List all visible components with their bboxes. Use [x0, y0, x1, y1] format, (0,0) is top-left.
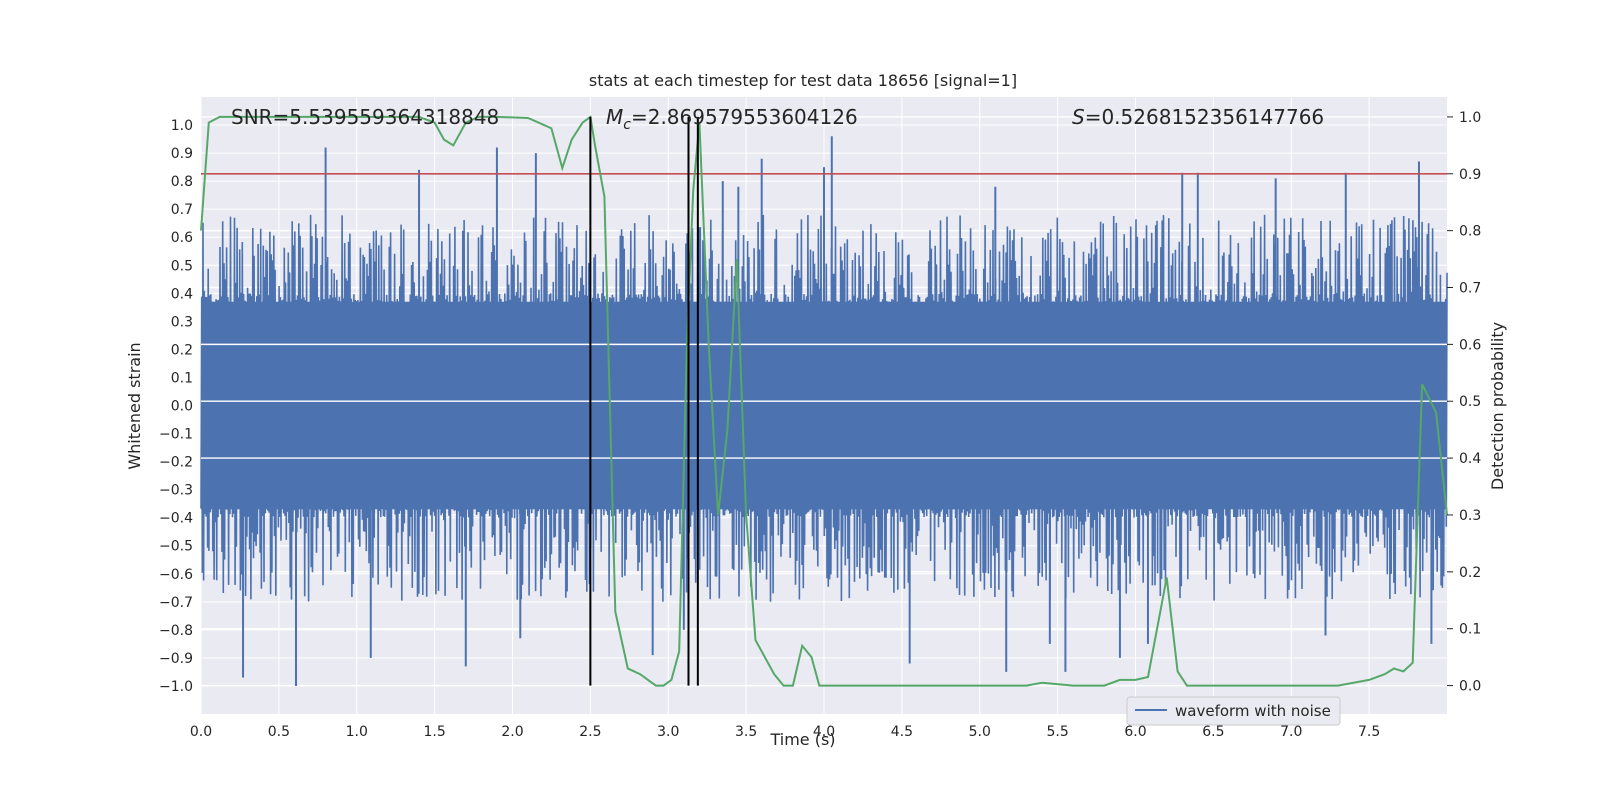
x-tick-label: 0.5	[268, 724, 290, 740]
right-tick-label: 0.0	[1459, 679, 1481, 695]
left-tick-label: 0.5	[171, 258, 193, 274]
left-axis-label: Whitened strain	[125, 342, 144, 469]
x-tick-label: 3.5	[735, 724, 757, 740]
right-tick-label: 0.3	[1459, 508, 1481, 524]
right-tick-label: 0.9	[1459, 167, 1481, 183]
waveform-series	[200, 136, 1448, 686]
x-tick-label: 5.5	[1046, 724, 1068, 740]
left-tick-label: 0.2	[171, 342, 193, 358]
mc-symbol: M	[606, 105, 623, 129]
right-tick-label: 0.7	[1459, 281, 1481, 297]
right-axis-ticks: 1.0 0.9 0.8 0.7 0.6 0.5 0.4 0.3 0.2 0.1 0.0	[1447, 110, 1481, 695]
right-tick-label: 0.4	[1459, 451, 1481, 467]
right-tick-label: 0.5	[1459, 394, 1481, 410]
right-tick-label: 0.1	[1459, 622, 1481, 638]
left-tick-label: 0.4	[171, 286, 193, 302]
mc-value: =2.869579553604126	[631, 105, 858, 129]
left-tick-label: −0.1	[159, 427, 193, 443]
probability-line	[200, 115, 1448, 687]
right-tick-label: 0.2	[1459, 565, 1481, 581]
x-tick-label: 0.0	[190, 724, 212, 740]
x-tick-label: 2.5	[579, 724, 601, 740]
x-tick-label: 3.0	[657, 724, 679, 740]
left-tick-label: 0.9	[171, 146, 193, 162]
probability-series	[200, 115, 1448, 687]
s-value: =0.5268152356147766	[1085, 105, 1324, 129]
mc-subscript: c	[623, 117, 631, 133]
left-axis-ticks: 1.0 0.9 0.8 0.7 0.6 0.5 0.4 0.3 0.2 0.1 0.0 −0.1 −0.…	[159, 118, 193, 695]
x-tick-label: 1.0	[346, 724, 368, 740]
left-tick-label: 0.6	[171, 230, 193, 246]
s-symbol: S	[1072, 105, 1085, 129]
mc-annotation: Mc=2.869579553604126	[606, 105, 858, 133]
left-tick-label: 0.8	[171, 174, 193, 190]
left-tick-label: 1.0	[171, 118, 193, 134]
x-tick-label: 5.0	[969, 724, 991, 740]
left-tick-label: −0.7	[159, 595, 193, 611]
left-tick-label: 0.0	[171, 399, 193, 415]
left-tick-label: −0.6	[159, 567, 193, 583]
left-tick-label: −0.9	[159, 651, 193, 667]
x-tick-label: 4.5	[891, 724, 913, 740]
x-tick-label: 7.0	[1280, 724, 1302, 740]
x-tick-label: 6.0	[1124, 724, 1146, 740]
x-tick-label: 4.0	[813, 724, 835, 740]
left-tick-label: −0.5	[159, 539, 193, 555]
legend-label: waveform with noise	[1175, 702, 1331, 720]
left-tick-label: −0.3	[159, 483, 193, 499]
snr-annotation: SNR=5.539559364318848	[231, 105, 499, 129]
left-tick-label: −0.8	[159, 623, 193, 639]
left-tick-label: −0.4	[159, 511, 193, 527]
right-tick-label: 0.8	[1459, 224, 1481, 240]
left-tick-label: −1.0	[159, 679, 193, 695]
x-axis-ticks: 0.0 0.5 1.0 1.5 2.0 2.5 3.0 3.5 4.0 4.5 5.0 5.5 6.0 6…	[190, 724, 1380, 740]
right-tick-label: 0.6	[1459, 337, 1481, 353]
x-tick-label: 1.5	[423, 724, 445, 740]
x-tick-label: 6.5	[1202, 724, 1224, 740]
left-tick-label: −0.2	[159, 455, 193, 471]
right-tick-label: 1.0	[1459, 110, 1481, 126]
left-tick-label: 0.7	[171, 202, 193, 218]
right-axis-label: Detection probability	[1488, 322, 1507, 490]
x-axis-label: Time (s)	[769, 730, 835, 749]
left-tick-label: 0.1	[171, 370, 193, 386]
s-annotation: S=0.5268152356147766	[1072, 105, 1324, 129]
legend: waveform with noise	[1126, 696, 1341, 726]
left-tick-label: 0.3	[171, 314, 193, 330]
x-tick-label: 2.0	[501, 724, 523, 740]
chart-title: stats at each timestep for test data 186…	[589, 71, 1017, 90]
legend-box	[1126, 696, 1341, 726]
vertical-markers	[589, 116, 699, 686]
x-tick-label: 7.5	[1358, 724, 1380, 740]
